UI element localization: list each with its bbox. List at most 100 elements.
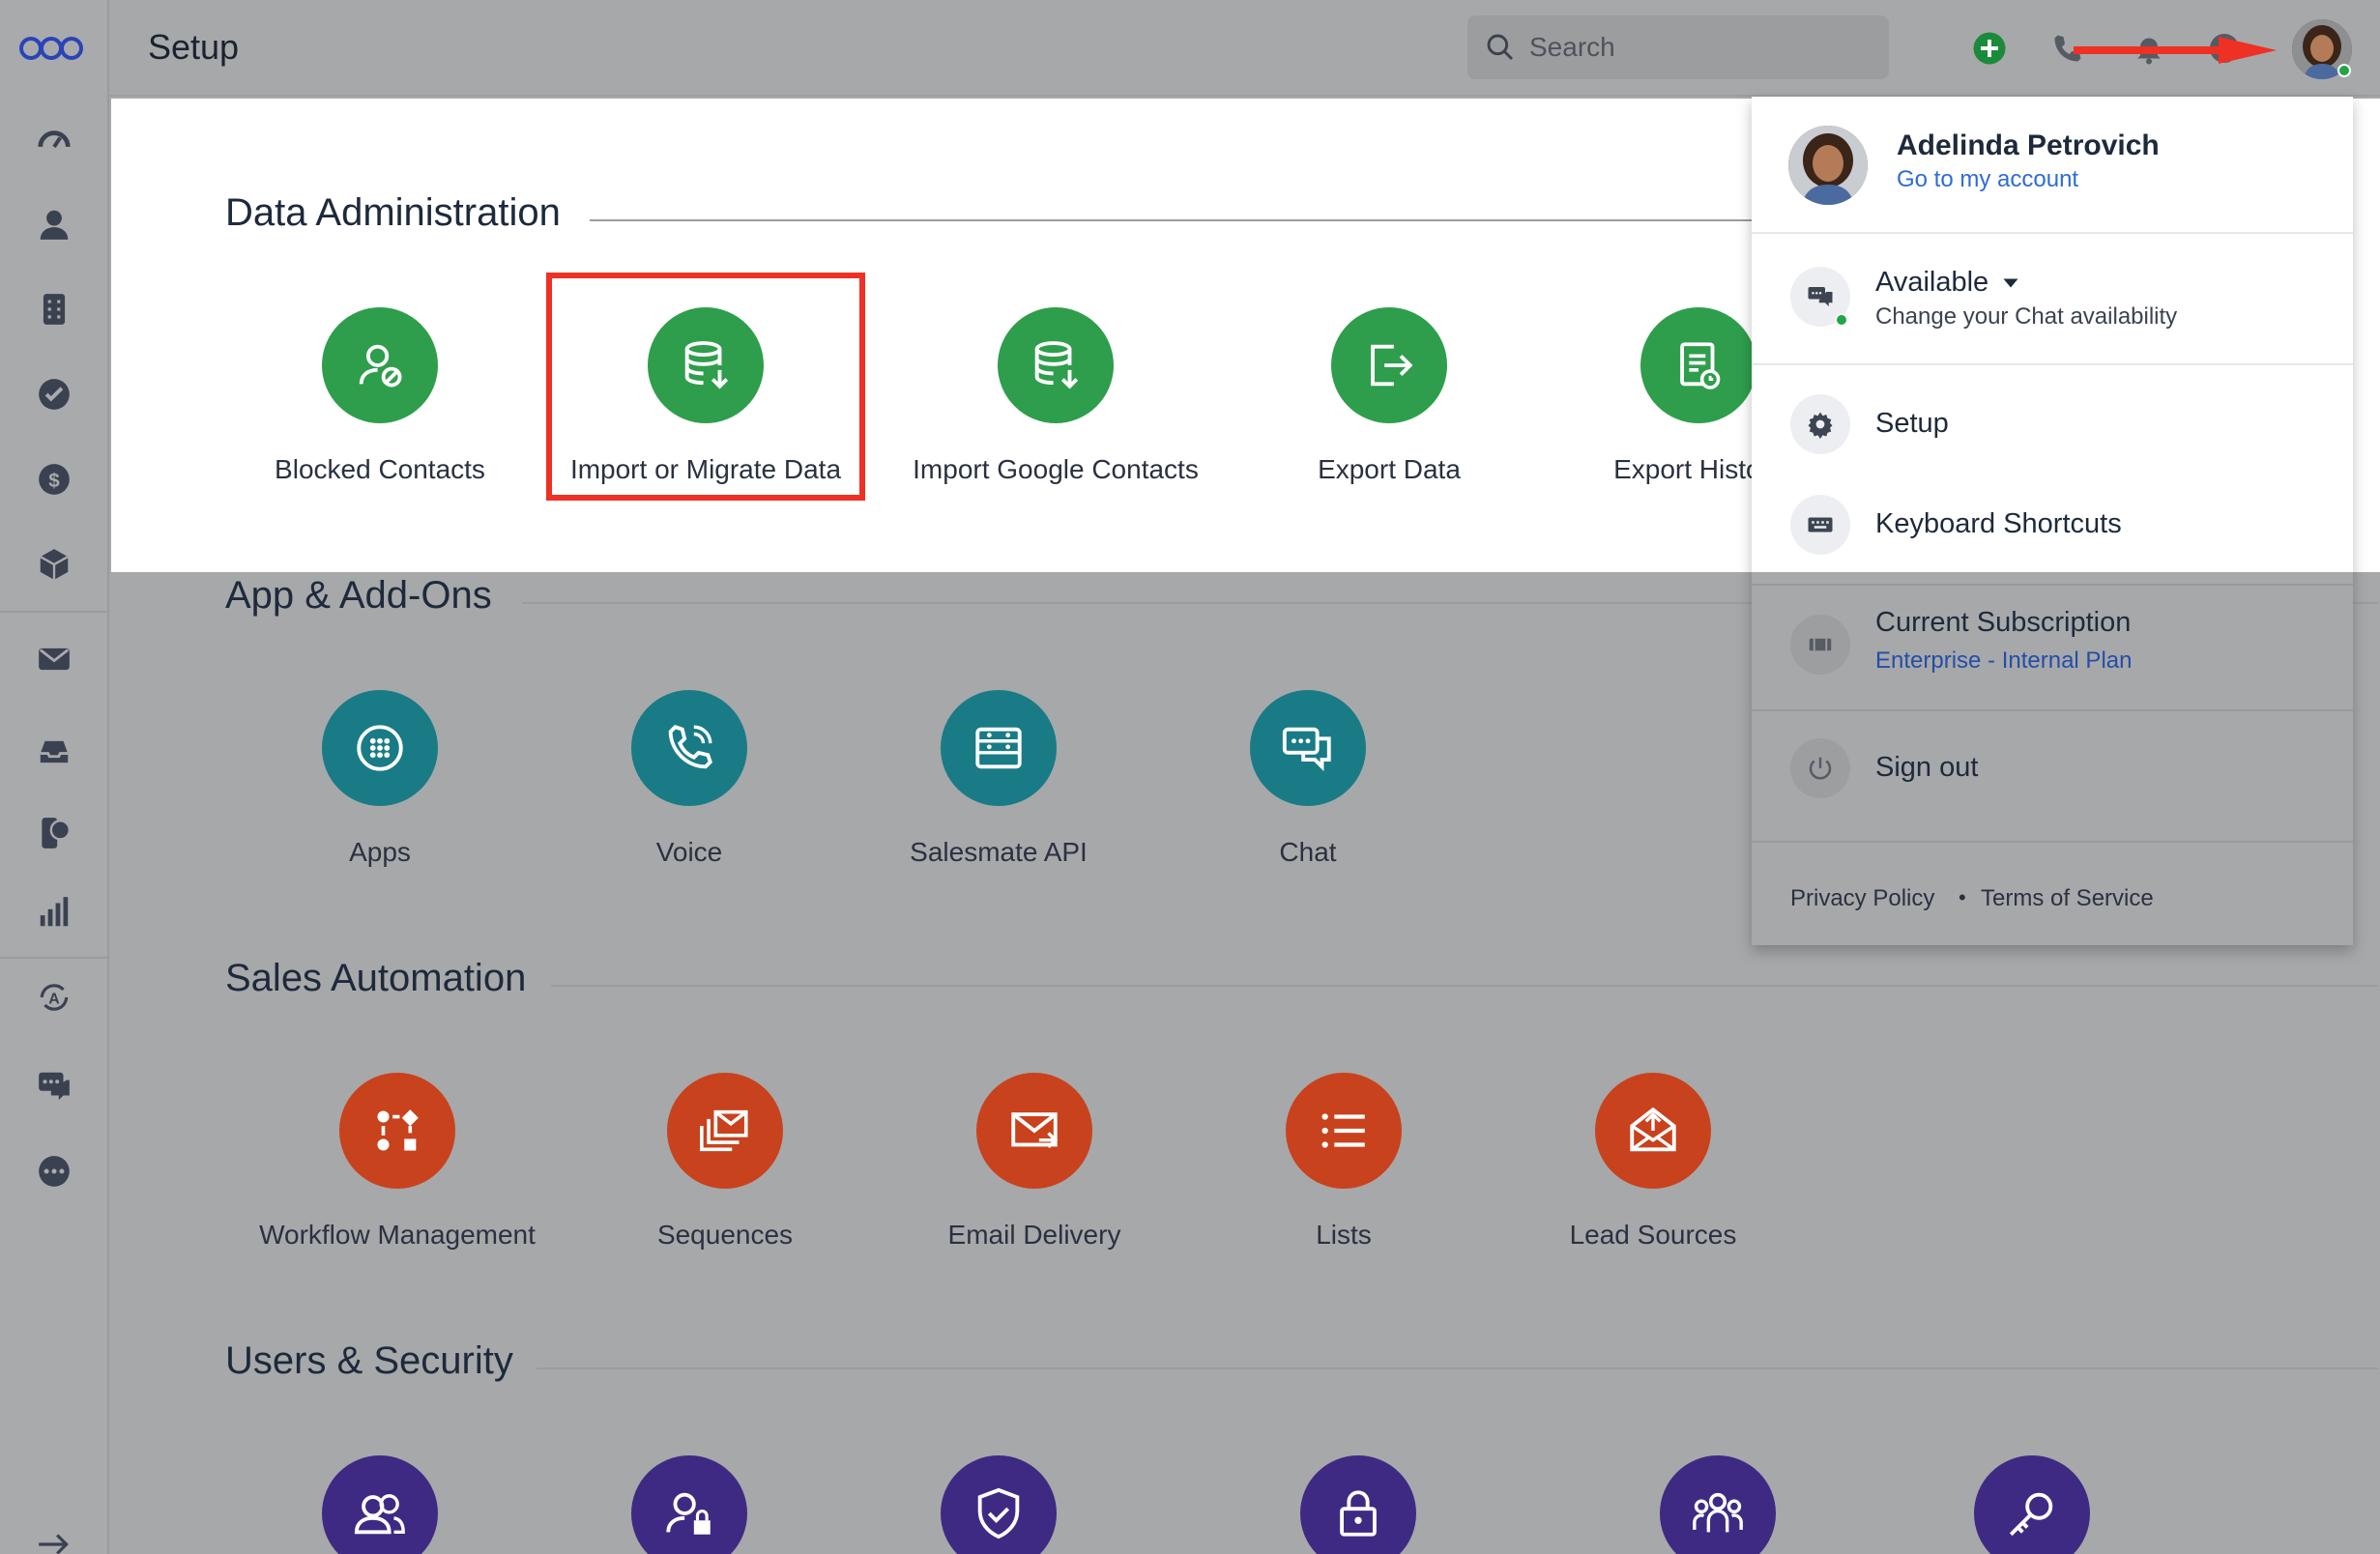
sidebar-divider [0,611,107,613]
expand-sidebar-icon[interactable] [29,1519,79,1554]
tile-sequences[interactable]: Sequences [570,1073,880,1251]
workflow-icon [377,1109,419,1151]
tile-users[interactable] [225,1455,535,1554]
tile-chat[interactable]: Chat [1153,690,1463,868]
tile-export-data[interactable]: Export Data [1234,307,1544,485]
email-icon[interactable] [29,634,79,684]
add-button[interactable] [1970,29,2009,68]
search-icon [1487,34,1514,61]
subscription-card-icon [1809,638,1832,651]
tile-keys[interactable] [1877,1455,2187,1554]
section-divider [551,985,2378,987]
footer-bullet: • [1959,885,1966,909]
circle-bg [1331,307,1447,423]
plus-circle-icon [1973,32,2006,65]
search-box[interactable] [1467,15,1889,79]
tile-import-migrate-data[interactable]: Import or Migrate Data [551,307,860,485]
tile-salesmate-api[interactable]: Salesmate API [844,690,1153,868]
deals-icon[interactable]: $ [29,454,79,504]
subscription-plan-link[interactable]: Enterprise - Internal Plan [1875,648,2133,674]
inbox-icon[interactable] [29,727,79,777]
circle-bg [322,1455,438,1554]
tile-label: Apps [349,837,411,867]
tile-lock[interactable] [1204,1455,1513,1554]
power-icon [1809,757,1832,780]
sign-out-button[interactable]: Sign out [1875,752,1979,783]
tile-lists[interactable]: Lists [1189,1073,1498,1251]
phone-button[interactable] [2048,29,2087,68]
terms-of-service-link[interactable]: Terms of Service [1981,885,2154,911]
tile-teams[interactable] [1563,1455,1872,1554]
team-icon [1693,1492,1743,1533]
circle-bg [631,1455,747,1554]
tile-label: Lists [1316,1220,1372,1250]
tile-label: Export Data [1318,454,1461,484]
tile-label: Workflow Management [259,1220,536,1250]
go-to-account-link[interactable]: Go to my account [1897,166,2079,192]
app-logo-icon[interactable] [17,29,85,68]
tile-label: Chat [1279,837,1337,867]
availability-status: Available [1875,267,1989,298]
export-icon [1371,344,1413,387]
dropdown-divider [1752,363,2353,365]
keyboard-icon [1808,517,1833,532]
user-lock-icon [666,1492,711,1535]
conversations-icon[interactable] [29,808,79,858]
automation-icon[interactable]: A [29,972,79,1022]
tile-workflow-management[interactable]: Workflow Management [243,1073,552,1251]
subscription-icon-bg [1790,615,1850,675]
document-clock-icon [1680,342,1721,389]
section-divider [522,602,2378,604]
signout-icon-bg [1790,738,1850,798]
tile-label: Import Google Contacts [913,454,1199,484]
phone-icon [668,725,712,769]
tile-label: Salesmate API [910,837,1088,867]
reports-icon[interactable] [29,887,79,937]
products-icon[interactable] [29,539,79,590]
privacy-policy-link[interactable]: Privacy Policy [1790,885,1935,911]
sidebar: $ A [0,0,109,1554]
keyboard-shortcuts-menu-item[interactable]: Keyboard Shortcuts [1875,508,2122,539]
setup-menu-item[interactable]: Setup [1875,408,1949,439]
search-input[interactable] [1529,32,1877,63]
circle-bg [339,1073,455,1189]
section-title-data-administration: Data Administration [225,191,561,234]
apps-grid-icon [357,725,403,771]
circle-bg [322,690,438,806]
chat-icon[interactable] [29,1061,79,1111]
section-title-sales-automation: Sales Automation [225,957,527,999]
circle-bg [941,690,1057,806]
phone-icon [2054,35,2081,62]
tile-label: Import or Migrate Data [569,454,842,484]
page-title: Setup [148,27,240,67]
tile-lead-sources[interactable]: Lead Sources [1498,1073,1808,1251]
tile-email-delivery[interactable]: Email Delivery [880,1073,1189,1251]
contacts-icon[interactable] [29,199,79,249]
section-divider [590,219,2233,221]
dashboard-icon[interactable] [29,114,79,164]
companies-icon[interactable] [29,284,79,334]
tile-apps[interactable]: Apps [225,690,535,868]
dropdown-divider [1752,584,2353,586]
setup-icon-bg [1790,394,1850,454]
tile-security[interactable] [844,1455,1153,1554]
user-name: Adelinda Petrovich [1897,130,2160,161]
circle-bg [1595,1073,1711,1189]
tasks-icon[interactable] [29,369,79,419]
tile-user-roles[interactable] [535,1455,844,1554]
tile-blocked-contacts[interactable]: Blocked Contacts [225,307,535,485]
availability-toggle[interactable]: Available [1875,267,2019,299]
circle-bg [1300,1455,1416,1554]
tile-export-history[interactable]: Export History [1544,307,1853,485]
tile-import-google-contacts[interactable]: Import Google Contacts [901,307,1210,485]
tile-voice[interactable]: Voice [535,690,844,868]
list-icon [1321,1113,1365,1148]
section-divider [537,1367,2378,1369]
highlight-box-annotation [546,273,865,501]
available-status-dot [1835,313,1848,327]
dropdown-divider [1752,841,2353,843]
more-icon[interactable] [29,1146,79,1196]
circle-bg [1974,1455,2090,1554]
circle-bg [1286,1073,1402,1189]
circle-bg [667,1073,783,1189]
